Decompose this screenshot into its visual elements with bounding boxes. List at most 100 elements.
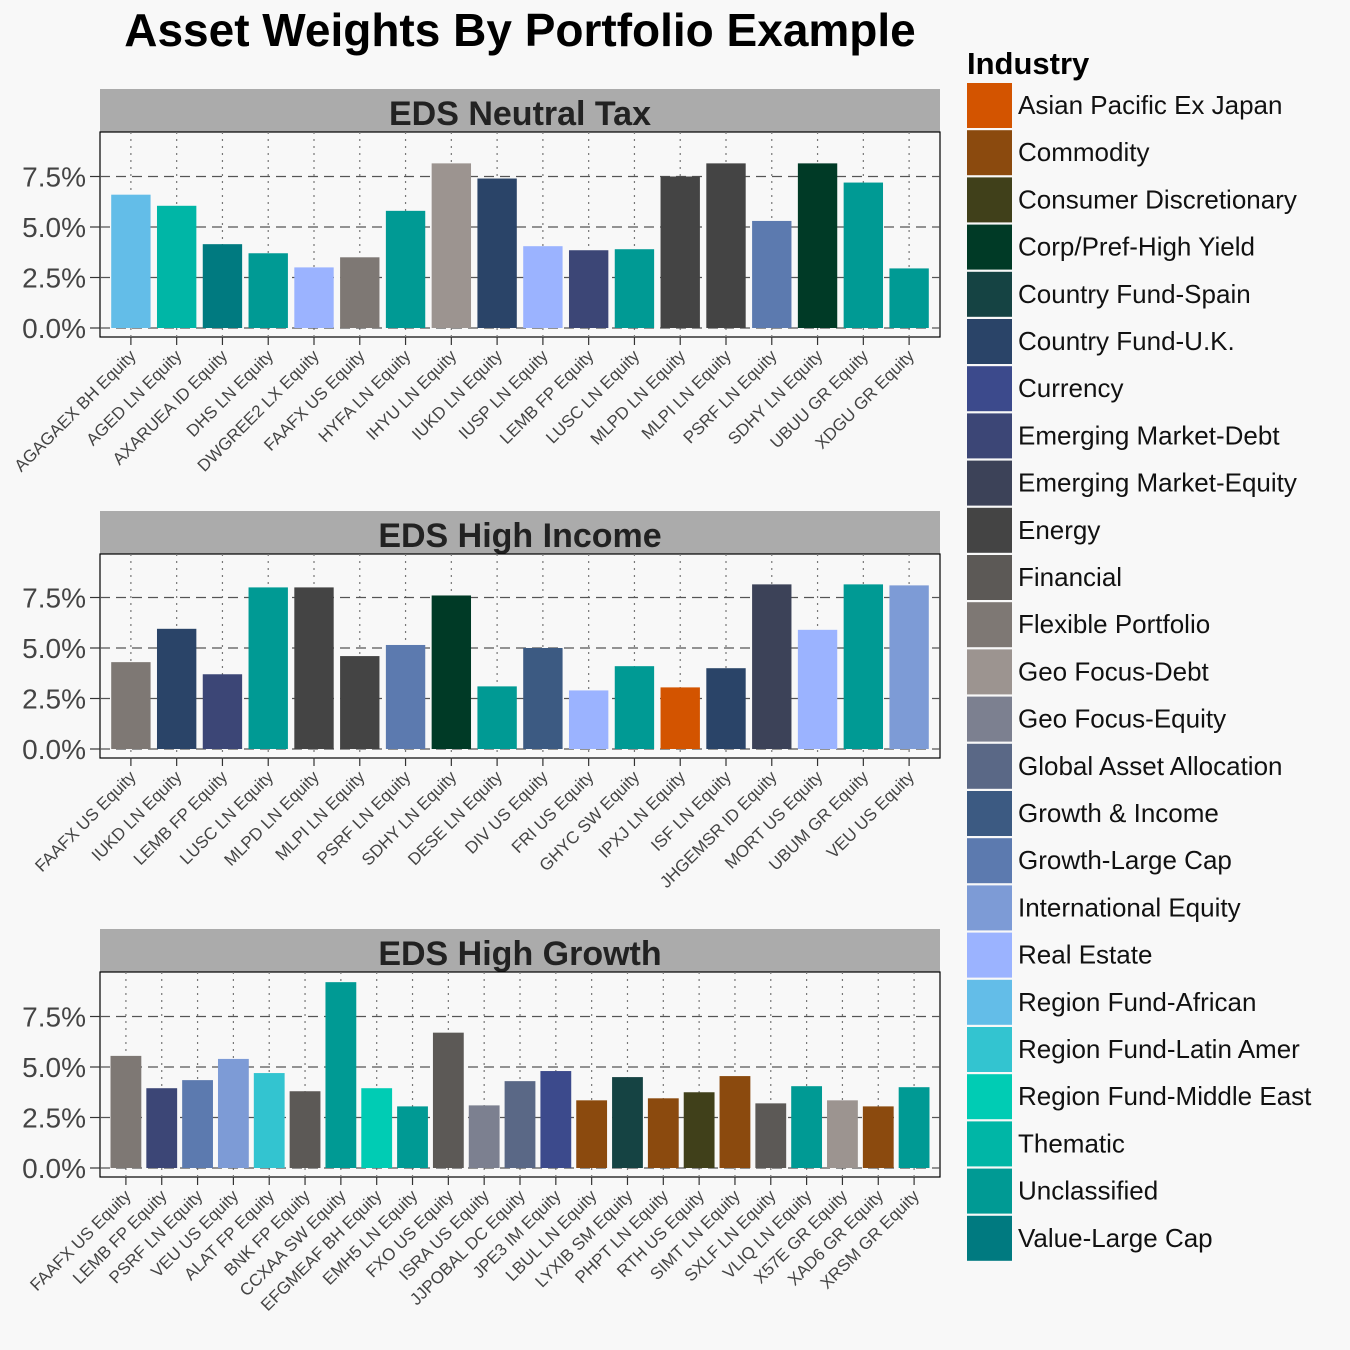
y-tick-label: 0.0%	[22, 313, 86, 344]
bar	[504, 1081, 536, 1168]
legend-label: Real Estate	[1018, 940, 1152, 970]
legend-label: Flexible Portfolio	[1018, 609, 1210, 639]
legend-label: Financial	[1018, 562, 1122, 592]
y-tick-label: 5.0%	[22, 633, 86, 664]
legend-label: Region Fund-Middle East	[1018, 1081, 1312, 1111]
legend-swatch	[967, 885, 1012, 931]
legend-swatch	[967, 696, 1012, 742]
legend-label: Consumer Discretionary	[1018, 184, 1297, 214]
bar	[614, 249, 655, 328]
legend-label: Corp/Pref-High Yield	[1018, 232, 1255, 262]
legend-label: Region Fund-Latin Amer	[1018, 1034, 1300, 1064]
chart-title: Asset Weights By Portfolio Example	[124, 4, 916, 56]
bar	[477, 686, 517, 749]
legend-swatch	[967, 224, 1012, 270]
bar	[523, 648, 563, 749]
legend-swatch	[967, 1121, 1012, 1167]
legend-swatch	[967, 743, 1012, 789]
y-tick-label: 7.5%	[22, 1002, 86, 1033]
legend-label: Geo Focus-Debt	[1018, 656, 1210, 686]
bar	[719, 1076, 751, 1168]
y-tick-label: 5.0%	[22, 212, 86, 243]
y-tick-label: 7.5%	[22, 583, 86, 614]
bar	[862, 1106, 894, 1168]
legend-label: Region Fund-African	[1018, 987, 1256, 1017]
legend-swatch	[967, 791, 1012, 836]
legend-swatch	[967, 319, 1012, 364]
bar	[889, 585, 929, 749]
bar	[340, 656, 380, 749]
legend-swatch	[967, 979, 1012, 1025]
bar	[843, 584, 884, 749]
bar	[898, 1087, 930, 1168]
legend-swatch	[967, 366, 1012, 412]
y-tick-label: 0.0%	[22, 734, 86, 765]
bar	[706, 668, 746, 749]
legend-label: Emerging Market-Debt	[1018, 420, 1280, 450]
bar	[791, 1086, 823, 1168]
bar	[647, 1098, 679, 1168]
bar	[755, 1103, 787, 1168]
y-tick-label: 0.0%	[22, 1153, 86, 1184]
legend-label: Currency	[1018, 373, 1123, 403]
bar	[889, 268, 929, 328]
y-tick-label: 2.5%	[22, 263, 86, 294]
bar	[156, 628, 197, 749]
bar	[111, 662, 151, 749]
bar	[706, 163, 746, 328]
legend-label: Country Fund-Spain	[1018, 279, 1251, 309]
legend-title: Industry	[967, 46, 1090, 81]
y-tick-label: 7.5%	[22, 162, 86, 193]
legend-label: Geo Focus-Equity	[1018, 704, 1226, 734]
legend-swatch	[967, 177, 1012, 223]
legend-swatch	[967, 602, 1012, 648]
legend-label: Emerging Market-Equity	[1018, 468, 1297, 498]
x-tick-label: ISF LN Equity	[647, 767, 735, 855]
legend-swatch	[967, 460, 1012, 506]
bar	[660, 176, 700, 328]
legend-label: Commodity	[1018, 137, 1149, 167]
bar	[568, 690, 609, 749]
legend-swatch	[967, 1168, 1012, 1214]
bar	[253, 1073, 285, 1168]
bar	[156, 205, 197, 328]
bar	[217, 1058, 249, 1168]
bar	[431, 595, 472, 749]
bar	[294, 267, 334, 328]
legend-label: Asian Pacific Ex Japan	[1018, 90, 1282, 120]
bar	[477, 178, 517, 328]
bar	[111, 194, 151, 328]
bar	[568, 250, 609, 328]
panel-strip	[100, 929, 940, 972]
legend-swatch	[967, 1027, 1012, 1072]
bar	[614, 666, 655, 749]
bar	[752, 584, 792, 749]
bar	[468, 1105, 500, 1168]
legend-items: Asian Pacific Ex Japan Commodity Consumer …	[967, 83, 1312, 1261]
bar	[432, 1032, 464, 1168]
legend-label: Country Fund-U.K.	[1018, 326, 1235, 356]
legend-swatch	[967, 838, 1012, 884]
bar	[248, 587, 288, 749]
y-tick-label: 2.5%	[22, 684, 86, 715]
bar	[843, 182, 884, 328]
legend-swatch	[967, 507, 1012, 553]
panel-title: EDS Neutral Tax	[389, 95, 651, 133]
legend-swatch	[967, 1215, 1012, 1261]
bar	[752, 220, 792, 328]
bar	[576, 1100, 608, 1168]
bar	[683, 1092, 715, 1168]
panel-title: EDS High Growth	[378, 935, 661, 973]
bar	[385, 210, 426, 328]
bar	[340, 257, 380, 328]
bar	[110, 1055, 142, 1168]
bar	[397, 1106, 428, 1168]
panel-strip	[100, 89, 940, 132]
legend-label: Value-Large Cap	[1018, 1223, 1213, 1253]
bar	[540, 1071, 572, 1168]
bar	[523, 246, 563, 328]
